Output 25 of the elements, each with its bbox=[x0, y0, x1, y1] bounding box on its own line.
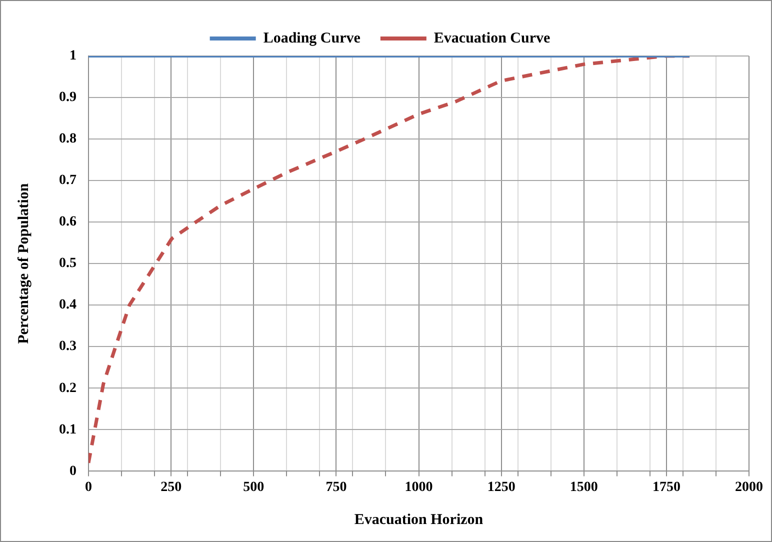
y-tick-label: 0.8 bbox=[59, 132, 76, 147]
legend-label: Evacuation Curve bbox=[434, 30, 551, 46]
x-tick-label: 250 bbox=[160, 480, 182, 496]
x-tick-label: 2000 bbox=[735, 480, 763, 496]
x-tick-label: 1750 bbox=[652, 480, 680, 496]
y-tick-label: 0.1 bbox=[59, 422, 76, 438]
y-tick-label: 0.9 bbox=[59, 90, 76, 106]
y-tick-label: 0.7 bbox=[59, 173, 76, 188]
y-tick-label: 0 bbox=[70, 464, 76, 479]
x-tick-label: 750 bbox=[326, 480, 347, 496]
x-tick-label: 1000 bbox=[404, 480, 433, 496]
y-tick-label: 1 bbox=[70, 48, 76, 64]
y-tick-label: 0.4 bbox=[59, 298, 76, 313]
x-tick-label: 1500 bbox=[570, 480, 598, 496]
line-series bbox=[88, 56, 692, 465]
y-tick-label: 0.6 bbox=[59, 214, 76, 230]
y-tick-label: 0.5 bbox=[59, 256, 76, 272]
legend-label: Loading Curve bbox=[263, 30, 361, 46]
x-axis-title: Evacuation Horizon bbox=[354, 512, 484, 528]
y-axis-title: Percentage of Population bbox=[16, 182, 32, 344]
y-tick-label: 0.3 bbox=[59, 339, 76, 354]
x-tick-label: 1250 bbox=[487, 480, 516, 496]
y-tick-label: 0.2 bbox=[59, 380, 76, 396]
x-tick-label: 500 bbox=[243, 480, 264, 496]
x-tick-label: 0 bbox=[85, 480, 92, 496]
